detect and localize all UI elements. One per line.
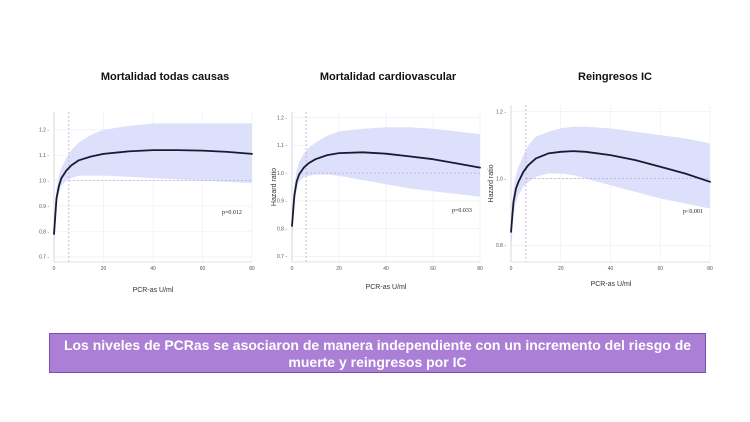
x-tick-label: 40	[150, 266, 156, 272]
p-value-annotation: p<0.001	[683, 209, 703, 215]
chart-2: 0.7 - 0.8 - 0.9 - 1.0 - 1.1 - 1.2 - 0 20 40 60 80 P…	[271, 112, 483, 291]
y-tick-label: 1.2 -	[39, 128, 49, 134]
x-axis-label: PCR-as U/ml	[366, 284, 407, 291]
y-tick-label: 0.7 -	[39, 255, 49, 261]
chart-2-title: Mortalidad cardiovascular	[319, 71, 457, 83]
x-tick-label: 80	[477, 266, 483, 272]
chart-1: 0.7 - 0.8 - 0.9 - 1.0 - 1.1 - 1.2 - 0 20 40 60 80 P…	[39, 112, 255, 294]
chart-3: 0.8 - 1.0 - 1.2 - 0 20 40 60 80 PCR-as U/ml Hazar…	[488, 105, 713, 288]
y-tick-label: 1.1 -	[277, 143, 287, 149]
confidence-band	[54, 123, 252, 252]
y-tick-label: 0.8 -	[39, 229, 49, 235]
confidence-band	[292, 127, 480, 243]
x-tick-label: 0	[510, 266, 513, 272]
y-tick-label: 0.9 -	[39, 204, 49, 210]
x-tick-label: 40	[608, 266, 614, 272]
hazard-curve	[510, 150, 711, 233]
x-tick-label: 20	[101, 266, 107, 272]
p-value-annotation: p=0.012	[222, 210, 242, 216]
x-tick-label: 80	[249, 266, 255, 272]
x-tick-label: 40	[383, 266, 389, 272]
y-tick-label: 0.7 -	[277, 254, 287, 260]
x-tick-label: 20	[336, 266, 342, 272]
p-value-annotation: p=0.033	[452, 208, 472, 214]
x-tick-label: 60	[430, 266, 436, 272]
hazard-curve	[53, 149, 253, 235]
y-tick-label: 0.9 -	[277, 199, 287, 205]
x-axis-label: PCR-as U/ml	[133, 287, 174, 294]
y-tick-label: 0.8 -	[277, 226, 287, 232]
x-axis-label: PCR-as U/ml	[591, 281, 632, 288]
x-tick-label: 60	[657, 266, 663, 272]
hazard-curve	[291, 151, 481, 227]
x-tick-label: 20	[558, 266, 564, 272]
chart-3-title: Reingresos IC	[578, 71, 652, 83]
y-tick-label: 1.2 -	[277, 115, 287, 121]
y-tick-label: 1.1 -	[39, 153, 49, 159]
x-tick-label: 0	[291, 266, 294, 272]
y-tick-label: 1.2 -	[496, 109, 506, 115]
y-tick-label: 1.0 -	[277, 171, 287, 177]
conclusion-banner: Los niveles de PCRas se asociaron de man…	[49, 333, 706, 373]
confidence-band	[511, 126, 710, 252]
chart-1-title: Mortalidad todas causas	[100, 71, 230, 83]
y-axis-label: Hazard ratio	[271, 168, 278, 206]
y-axis-label: Hazard ratio	[488, 164, 495, 202]
y-tick-label: 1.0 -	[496, 176, 506, 182]
y-tick-label: 1.0 -	[39, 178, 49, 184]
x-tick-label: 60	[200, 266, 206, 272]
x-tick-label: 0	[53, 266, 56, 272]
y-tick-label: 0.8 -	[496, 243, 506, 249]
x-tick-label: 80	[707, 266, 713, 272]
